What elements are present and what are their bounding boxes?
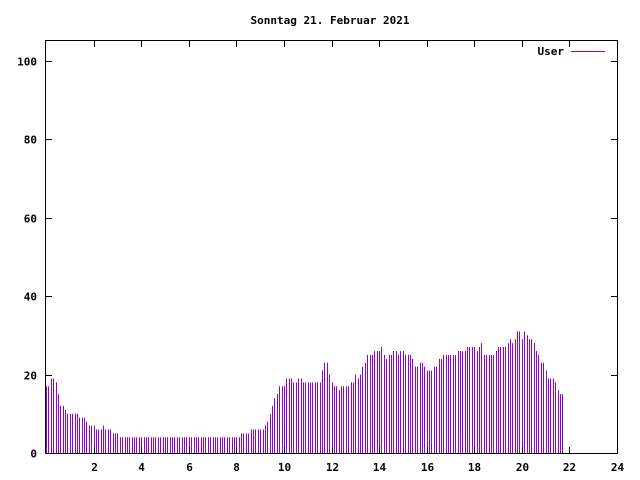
- x-tick-label: 16: [421, 461, 435, 474]
- x-tick-label: 8: [233, 461, 240, 474]
- legend: User: [538, 45, 605, 58]
- legend-label: User: [538, 45, 565, 58]
- x-tick-label: 18: [468, 461, 481, 474]
- x-tick-label: 10: [278, 461, 291, 474]
- x-tick-label: 22: [563, 461, 576, 474]
- x-tick-label: 14: [373, 461, 387, 474]
- y-tick-label: 0: [30, 448, 37, 461]
- y-tick-label: 60: [24, 213, 37, 226]
- x-tick-label: 6: [186, 461, 193, 474]
- plot-frame: [45, 40, 618, 454]
- y-tick-label: 80: [24, 134, 37, 147]
- y-tick-label: 100: [17, 56, 37, 69]
- x-tick-label: 12: [326, 461, 339, 474]
- y-tick-label: 40: [24, 291, 37, 304]
- x-tick-label: 4: [138, 461, 145, 474]
- chart-title: Sonntag 21. Februar 2021: [251, 14, 410, 27]
- x-tick-label: 24: [611, 461, 625, 474]
- series-bars: [46, 331, 563, 453]
- x-tick-label: 20: [516, 461, 529, 474]
- x-tick-label: 2: [91, 461, 98, 474]
- y-tick-label: 20: [24, 370, 37, 383]
